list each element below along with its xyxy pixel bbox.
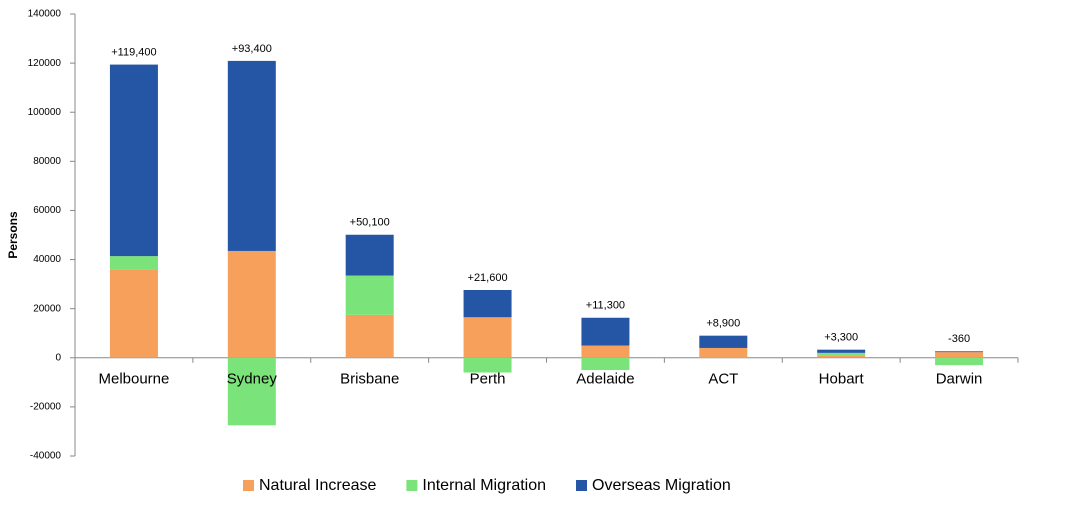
bar-segment <box>935 351 984 353</box>
total-label: -360 <box>948 333 970 345</box>
legend-swatch <box>243 480 254 491</box>
bar-segment <box>581 345 630 358</box>
bar-segment <box>935 357 984 366</box>
bar-segment <box>817 355 866 358</box>
bar-segment <box>345 275 394 315</box>
total-label: +93,400 <box>232 43 272 55</box>
bar-segment <box>581 357 630 371</box>
bar-segment <box>463 290 512 318</box>
total-label: +11,300 <box>586 300 625 312</box>
y-tick-label: 100000 <box>28 107 62 118</box>
x-tick-label: Adelaide <box>576 371 634 388</box>
y-tick-label: 120000 <box>28 58 62 69</box>
y-tick-label: 60000 <box>33 205 61 216</box>
y-tick-label: 80000 <box>33 156 61 167</box>
x-tick-label: Darwin <box>936 371 983 388</box>
x-tick-label: Perth <box>470 371 506 388</box>
total-label: +8,900 <box>706 318 740 330</box>
bar-segment <box>581 317 630 346</box>
y-tick-label: -40000 <box>30 451 62 462</box>
total-label: +50,100 <box>350 217 390 229</box>
bar-segment <box>227 357 276 426</box>
total-label: +21,600 <box>468 272 508 284</box>
bar-segment <box>699 335 748 348</box>
bar-segment <box>109 269 158 358</box>
bar-segment <box>463 317 512 358</box>
legend-swatch <box>406 480 418 491</box>
bar-segment <box>345 234 394 276</box>
bar-segment <box>227 60 276 251</box>
bar-segment <box>109 256 158 270</box>
bar-segment <box>345 314 394 358</box>
y-tick-label: 40000 <box>33 254 61 265</box>
x-tick-label: Brisbane <box>340 371 399 388</box>
legend-label: Overseas Migration <box>592 477 731 494</box>
bar-segment <box>817 352 866 356</box>
bar-segment <box>817 349 866 353</box>
bar-segment <box>935 352 984 358</box>
legend-label: Natural Increase <box>259 477 376 494</box>
legend-label: Internal Migration <box>422 477 546 494</box>
x-tick-label: ACT <box>708 371 738 388</box>
x-tick-label: Sydney <box>227 371 278 388</box>
y-tick-label: -20000 <box>30 402 62 413</box>
total-label: +3,300 <box>824 332 858 344</box>
bar-segment <box>109 64 158 257</box>
y-tick-label: 20000 <box>33 303 61 314</box>
legend-swatch <box>576 480 588 491</box>
bar-segment <box>699 347 748 358</box>
x-tick-label: Melbourne <box>98 371 169 388</box>
bar-segment <box>227 250 276 358</box>
total-label: +119,400 <box>111 46 156 58</box>
y-axis-label: Persons <box>6 211 20 259</box>
bar-segment <box>463 357 512 373</box>
y-tick-label: 140000 <box>28 9 62 20</box>
x-tick-label: Hobart <box>819 371 865 388</box>
y-tick-label: 0 <box>55 352 61 363</box>
